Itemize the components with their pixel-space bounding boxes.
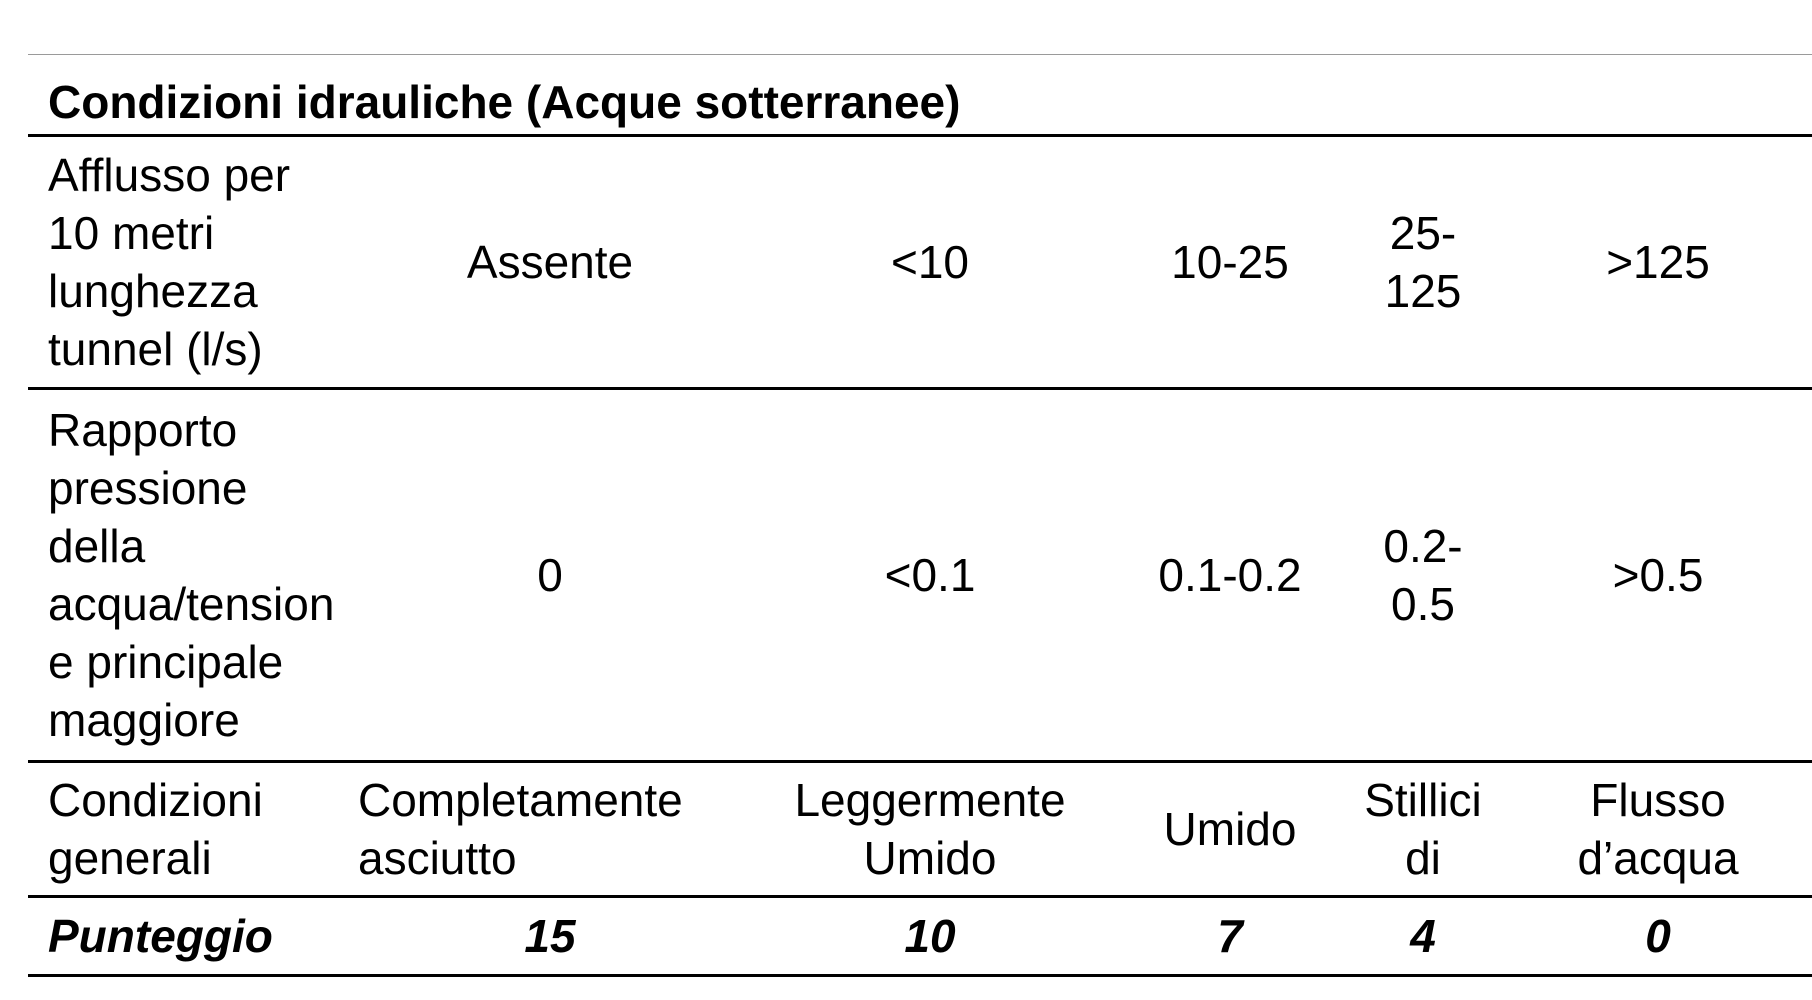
table-cell: 25- 125 xyxy=(1342,135,1504,390)
table-title-row: Condizioni idrauliche (Acque sotterranee… xyxy=(28,66,1812,137)
cell-text: Completamente xyxy=(358,774,683,826)
cell-text: asciutto xyxy=(358,832,517,884)
row-label-pressure-ratio: Rapporto pressione della acqua/tension e… xyxy=(28,388,358,763)
cell-text: 10-25 xyxy=(1171,236,1289,288)
cell-text: 125 xyxy=(1384,265,1462,317)
score-value: 15 xyxy=(358,896,742,977)
cell-text: 0.2- xyxy=(1383,520,1463,572)
cell-text: 0 xyxy=(537,549,563,601)
table-title: Condizioni idrauliche (Acque sotterranee… xyxy=(28,66,1812,137)
top-rule xyxy=(28,54,1812,55)
cell-text: Umido xyxy=(863,832,997,884)
table-row: Rapporto pressione della acqua/tension e… xyxy=(28,388,1812,763)
label-line: Condizioni xyxy=(48,774,263,826)
cell-text: 25- xyxy=(1389,207,1457,259)
table-cell: Leggermente Umido xyxy=(742,761,1118,898)
label-line: maggiore xyxy=(48,694,240,746)
label-line: generali xyxy=(48,832,212,884)
label-line: Afflusso per xyxy=(48,149,291,201)
cell-text: di xyxy=(1405,832,1441,884)
table-cell: Completamente asciutto xyxy=(358,761,742,898)
table-cell: 0.1-0.2 xyxy=(1118,388,1342,763)
table-cell: >0.5 xyxy=(1504,388,1812,763)
table-row: Afflusso per 10 metri lunghezza tunnel (… xyxy=(28,135,1812,390)
label-line: tunnel (l/s) xyxy=(48,323,263,375)
label-line: acqua/tension xyxy=(48,578,335,630)
cell-text: Umido xyxy=(1163,803,1297,855)
table-cell: Flusso d’acqua xyxy=(1504,761,1812,898)
groundwater-rating-table: Condizioni idrauliche (Acque sotterranee… xyxy=(28,66,1812,977)
cell-text: >125 xyxy=(1606,236,1710,288)
cell-text: Flusso xyxy=(1590,774,1726,826)
label-line: Rapporto xyxy=(48,404,238,456)
cell-text: 0.1-0.2 xyxy=(1158,549,1302,601)
label-line: 10 metri xyxy=(48,207,215,259)
cell-text: <10 xyxy=(890,236,970,288)
score-value: 10 xyxy=(742,896,1118,977)
label-line: della xyxy=(48,520,146,572)
row-label-inflow: Afflusso per 10 metri lunghezza tunnel (… xyxy=(28,135,358,390)
table-cell: <10 xyxy=(742,135,1118,390)
table-cell: Stillici di xyxy=(1342,761,1504,898)
cell-text: Leggermente xyxy=(794,774,1066,826)
score-value: 4 xyxy=(1342,896,1504,977)
table-cell: 0 xyxy=(358,388,742,763)
cell-text: Stillici xyxy=(1364,774,1482,826)
score-row: Punteggio 15 10 7 4 0 xyxy=(28,896,1812,977)
score-value: 0 xyxy=(1504,896,1812,977)
label-line: pressione xyxy=(48,462,248,514)
cell-text: Assente xyxy=(466,236,634,288)
row-label-general-conditions: Condizioni generali xyxy=(28,761,358,898)
cell-text: <0.1 xyxy=(884,549,976,601)
table-cell: Assente xyxy=(358,135,742,390)
label-line: lunghezza xyxy=(48,265,258,317)
label-line: e principale xyxy=(48,636,284,688)
table-cell: 10-25 xyxy=(1118,135,1342,390)
table-cell: Umido xyxy=(1118,761,1342,898)
cell-text: >0.5 xyxy=(1612,549,1704,601)
score-value: 7 xyxy=(1118,896,1342,977)
table-cell: 0.2- 0.5 xyxy=(1342,388,1504,763)
table-cell: <0.1 xyxy=(742,388,1118,763)
cell-text: 0.5 xyxy=(1391,578,1455,630)
score-label: Punteggio xyxy=(28,896,358,977)
table-cell: >125 xyxy=(1504,135,1812,390)
table-row: Condizioni generali Completamente asciut… xyxy=(28,761,1812,898)
cell-text: d’acqua xyxy=(1577,832,1739,884)
